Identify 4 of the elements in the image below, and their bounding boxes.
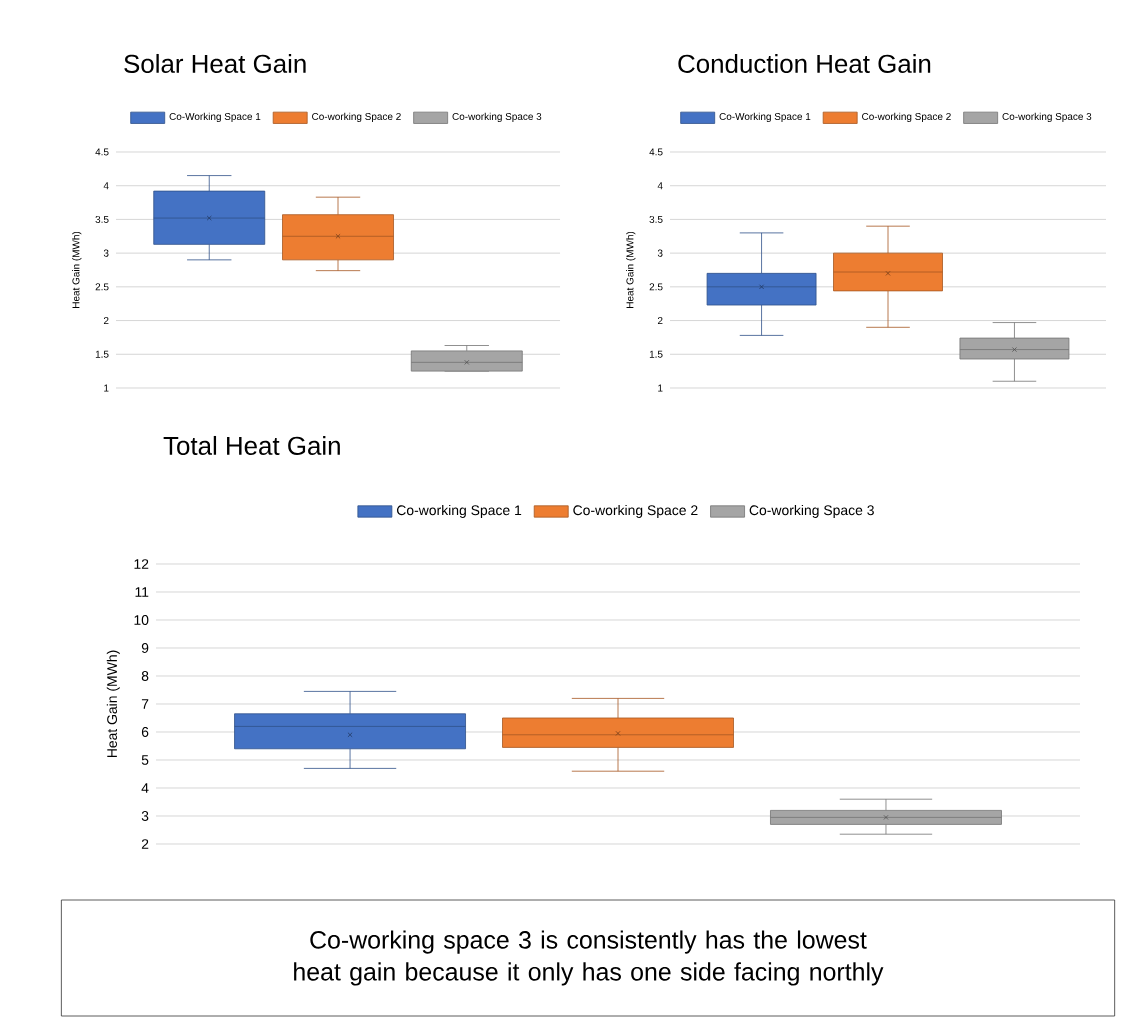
chart-title: Total Heat Gain: [163, 435, 340, 455]
text: Co-working space 3 is consistently has the lowest heat gain because it only has one side facing northly: [294, 930, 884, 986]
chart-title: Solar Heat Gain: [124, 53, 306, 73]
chart-title: Conduction Heat Gain: [678, 53, 931, 73]
